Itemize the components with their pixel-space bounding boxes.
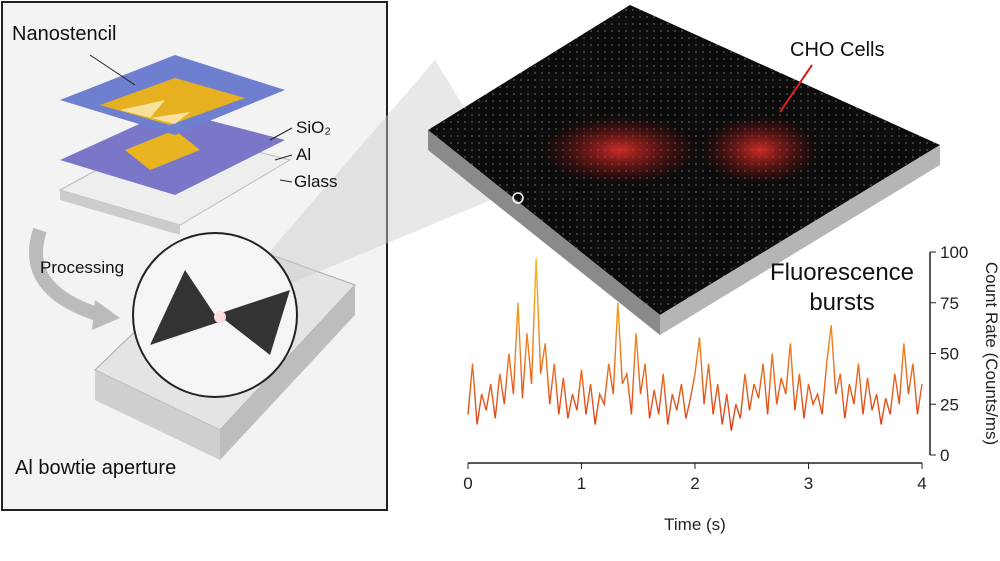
al-window <box>125 130 200 170</box>
y-axis-label: Count Rate (Counts/ms) <box>982 262 1000 445</box>
substrate-side <box>95 370 220 460</box>
y-tick-label: 0 <box>940 446 949 465</box>
x-tick-label: 0 <box>463 474 472 493</box>
label: Processing <box>40 258 124 277</box>
x-axis-label: Time (s) <box>664 515 726 534</box>
label: Glass <box>294 172 337 191</box>
chip-side <box>428 130 660 335</box>
x-tick-label: 1 <box>577 474 586 493</box>
substrate-side <box>220 285 355 460</box>
arrow-head <box>92 300 120 330</box>
label: Al <box>296 145 311 164</box>
zoom-spot <box>512 192 524 204</box>
leader <box>274 154 293 161</box>
trace <box>467 258 923 431</box>
cell <box>700 115 820 185</box>
leader <box>269 127 293 141</box>
bowtie-aperture <box>150 270 290 355</box>
label: SiO₂ <box>296 118 331 137</box>
label: Al bowtie aperture <box>15 457 176 479</box>
leader <box>279 179 293 183</box>
x-tick-label: 2 <box>690 474 699 493</box>
annotation: Fluorescence bursts <box>769 259 915 316</box>
hotspot <box>214 311 226 323</box>
arrow <box>29 227 103 322</box>
chip-side <box>660 145 940 335</box>
label: CHO Cells <box>790 39 884 61</box>
y-tick-label: 100 <box>940 243 968 262</box>
y-tick-label: 75 <box>940 294 959 313</box>
bowtie <box>120 100 190 124</box>
label: Nanostencil <box>12 23 117 45</box>
y-tick-label: 25 <box>940 395 959 414</box>
leader <box>779 64 813 113</box>
glass-side <box>60 190 180 235</box>
x-tick-label: 4 <box>917 474 926 493</box>
leader <box>89 54 136 86</box>
y-tick-label: 50 <box>940 345 959 364</box>
cell <box>540 115 700 185</box>
x-tick-label: 3 <box>804 474 813 493</box>
